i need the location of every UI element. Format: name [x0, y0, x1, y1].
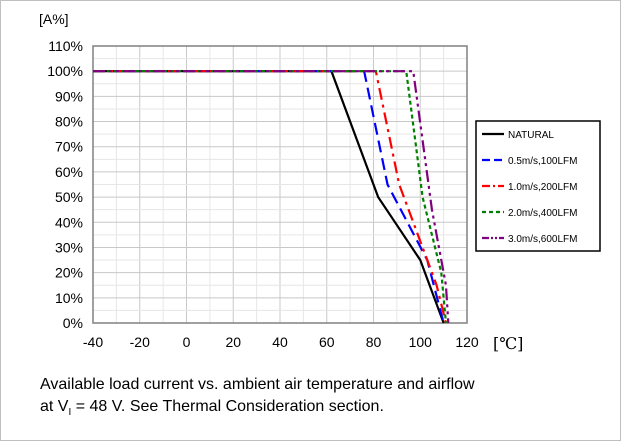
- x-tick-label: 120: [455, 334, 479, 350]
- legend-label: 2.0m/s,400LFM: [508, 208, 577, 219]
- y-tick-label: 110%: [48, 38, 83, 54]
- y-tick-label: 60%: [55, 164, 83, 180]
- legend-label: 1.0m/s,200LFM: [508, 182, 577, 193]
- x-tick-label: 100: [409, 334, 433, 350]
- caption-line-1: Available load current vs. ambient air t…: [40, 376, 475, 393]
- y-tick-label: 0%: [63, 315, 83, 331]
- legend-items: NATURAL 0.5m/s,100LFM 1.0m/s,200LFM 2.0m/s,…: [482, 130, 577, 245]
- y-tick-label: 80%: [55, 114, 83, 130]
- x-axis-unit: [℃]: [493, 334, 523, 353]
- derating-chart: 0% 10% 20% 30% 40% 50% 60% 70% 80% 90% 100% 110% -4…: [39, 11, 601, 353]
- x-tick-label: 40: [272, 334, 288, 350]
- caption-line-2-subscript: I: [68, 407, 72, 419]
- legend: NATURAL 0.5m/s,100LFM 1.0m/s,200LFM 2.0m/s,…: [475, 120, 601, 252]
- x-tick-label: 60: [319, 334, 335, 350]
- x-tick-label: 0: [183, 334, 191, 350]
- y-tick-label: 20%: [55, 265, 83, 281]
- plot-area-border: [92, 45, 468, 324]
- x-tick-label: 20: [225, 334, 241, 350]
- y-tick-label: 30%: [55, 239, 83, 255]
- y-axis-unit: [A%]: [39, 11, 69, 27]
- y-tick-label: 70%: [55, 139, 83, 155]
- caption-line-2-prefix: at V: [40, 398, 69, 415]
- grid: [93, 46, 467, 323]
- y-tick-label: 10%: [55, 290, 83, 306]
- y-tick-label: 50%: [55, 189, 83, 205]
- legend-label: 0.5m/s,100LFM: [508, 156, 577, 167]
- series-line: [93, 70, 450, 324]
- series-line: [93, 70, 448, 324]
- series-lines: [93, 70, 450, 324]
- x-tick-label: 80: [366, 334, 382, 350]
- figure-caption: Available load current vs. ambient air t…: [40, 374, 600, 424]
- x-tick-label: -20: [130, 334, 150, 350]
- legend-label: 3.0m/s,600LFM: [508, 234, 577, 245]
- caption-line-2-suffix: = 48 V. See Thermal Consideration sectio…: [71, 398, 384, 415]
- y-tick-labels: 0% 10% 20% 30% 40% 50% 60% 70% 80% 90% 100% 110%: [47, 38, 83, 331]
- legend-label: NATURAL: [508, 130, 554, 141]
- series-line: [93, 70, 448, 324]
- x-tick-label: -40: [83, 334, 103, 350]
- y-tick-label: 40%: [55, 214, 83, 230]
- x-tick-labels: -40 -20 0 20 40 60 80 100 120: [83, 334, 479, 350]
- y-tick-label: 100%: [47, 63, 83, 79]
- y-tick-label: 90%: [55, 88, 83, 104]
- legend-box: [475, 120, 601, 252]
